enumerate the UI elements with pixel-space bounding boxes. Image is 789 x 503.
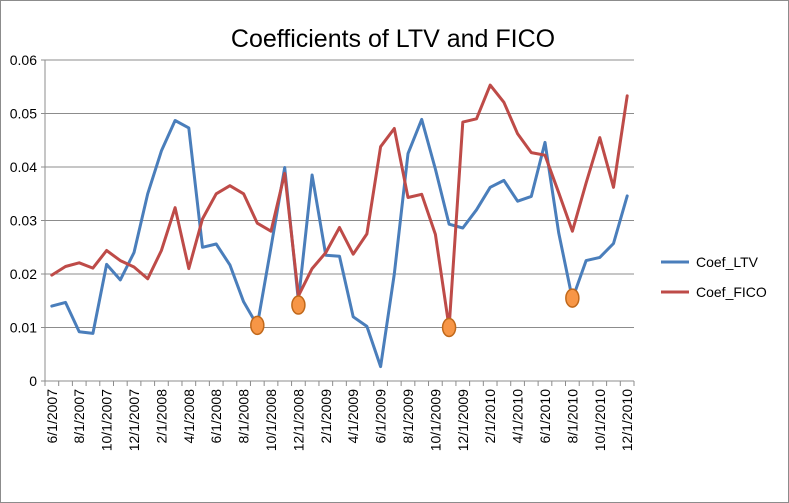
axes bbox=[44, 60, 635, 386]
x-tick-label: 8/1/2009 bbox=[400, 389, 416, 444]
legend-label: Coef_LTV bbox=[696, 254, 759, 270]
x-tick-label: 6/1/2009 bbox=[373, 389, 389, 444]
x-tick-label: 12/1/2010 bbox=[619, 389, 635, 451]
gridlines bbox=[41, 59, 634, 382]
legend-label: Coef_FICO bbox=[696, 284, 767, 300]
x-tick-label: 8/1/2008 bbox=[236, 389, 252, 444]
x-tick-label: 2/1/2010 bbox=[482, 389, 498, 444]
x-tick-label: 12/1/2009 bbox=[455, 389, 471, 451]
legend: Coef_LTV Coef_FICO bbox=[661, 254, 767, 300]
highlight-marker-1 bbox=[250, 315, 265, 336]
x-tick-label: 4/1/2010 bbox=[510, 389, 526, 444]
x-tick-label: 10/1/2010 bbox=[592, 389, 608, 451]
series-line-coef-ltv bbox=[50, 117, 629, 369]
series-line-coef-fico bbox=[50, 83, 629, 329]
y-tick-label: 0.02 bbox=[10, 266, 37, 282]
x-tick-label: 8/1/2007 bbox=[71, 389, 87, 444]
x-tick-label: 4/1/2008 bbox=[181, 389, 197, 444]
x-tick-label: 12/1/2007 bbox=[126, 389, 142, 451]
x-tick-label: 4/1/2009 bbox=[345, 389, 361, 444]
x-tick-label: 6/1/2010 bbox=[537, 389, 553, 444]
x-tick-label: 12/1/2008 bbox=[290, 389, 306, 451]
x-tick-label: 10/1/2008 bbox=[263, 389, 279, 451]
highlight-marker-3 bbox=[441, 317, 457, 338]
x-tick-label: 8/1/2010 bbox=[564, 389, 580, 444]
y-tick-label: 0 bbox=[29, 373, 37, 389]
y-tick-label: 0.01 bbox=[10, 320, 37, 336]
x-tick-label: 2/1/2008 bbox=[153, 389, 169, 444]
y-tick-label: 0.06 bbox=[10, 52, 37, 68]
highlight-markers bbox=[250, 288, 580, 338]
y-axis-tick-labels: 0 0.01 0.02 0.03 0.04 0.05 0.06 bbox=[10, 52, 37, 389]
series-lines bbox=[50, 83, 629, 369]
x-tick-label: 10/1/2007 bbox=[99, 389, 115, 451]
highlight-marker-2 bbox=[291, 295, 306, 315]
y-tick-label: 0.05 bbox=[10, 106, 37, 122]
x-tick-label: 2/1/2009 bbox=[318, 389, 334, 444]
y-tick-label: 0.04 bbox=[10, 159, 37, 175]
y-tick-label: 0.03 bbox=[10, 213, 37, 229]
x-axis-tick-labels: 6/1/2007 8/1/2007 10/1/2007 12/1/2007 2/1/20… bbox=[44, 389, 635, 452]
x-tick-label: 10/1/2009 bbox=[427, 389, 443, 451]
chart-title: Coefficients of LTV and FICO bbox=[231, 25, 555, 53]
x-tick-label: 6/1/2008 bbox=[208, 389, 224, 444]
x-tick-label: 6/1/2007 bbox=[44, 389, 60, 444]
highlight-marker-4 bbox=[565, 288, 580, 308]
